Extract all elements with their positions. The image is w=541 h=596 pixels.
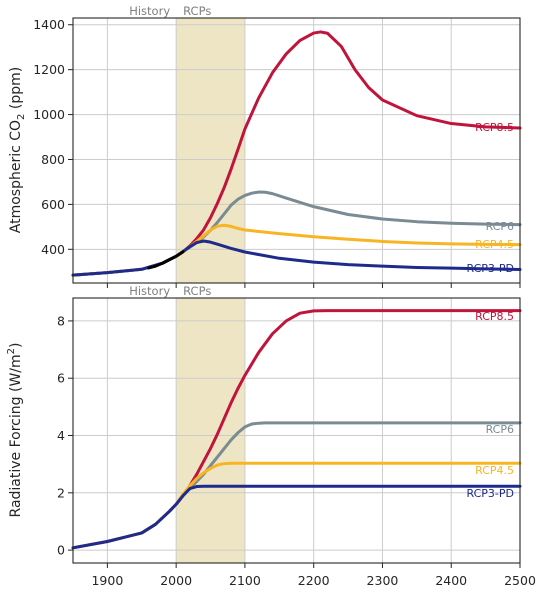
panel1-y-tick-label-2: 2	[57, 485, 65, 500]
panel1-y-tick-label-4: 4	[57, 428, 65, 443]
panel1-y-axis-title: Radiative Forcing (W/m2)	[6, 343, 24, 518]
panel0-series-label-rcp3-pd: RCP3-PD	[467, 262, 514, 275]
panel1-rcp-era-shading	[176, 298, 245, 563]
panel0-y-axis-title: Atmospheric CO2 (ppm)	[8, 67, 27, 233]
panel0-plot-frame	[72, 17, 521, 284]
panel1-x-tick-label-2500: 2500	[504, 573, 536, 588]
panel0-y-tick-label-1400: 1400	[33, 17, 65, 32]
panel1-x-tick-label-2000: 2000	[160, 573, 192, 588]
panel0-y-tick-label-800: 800	[41, 152, 65, 167]
panel1-series-label-rcp3-pd: RCP3-PD	[467, 487, 514, 500]
panel1-y-tick-label-0: 0	[57, 543, 65, 558]
panel1-plot-frame	[72, 297, 521, 564]
panel0-era-label-rcps: RCPs	[183, 4, 211, 18]
panel1-x-tick-label-2100: 2100	[229, 573, 261, 588]
panel1-era-label-rcps: RCPs	[183, 284, 211, 298]
panel1-era-label-history: History	[129, 284, 170, 298]
panel0-series-label-rcp6: RCP6	[486, 220, 514, 233]
panel0-y-tick-label-1000: 1000	[33, 107, 65, 122]
panel0-y-tick-label-600: 600	[41, 197, 65, 212]
panel1-x-tick-label-2400: 2400	[435, 573, 467, 588]
panel1-series-label-rcp6: RCP6	[486, 423, 514, 436]
panel0-series-label-rcp4-5: RCP4.5	[475, 238, 514, 251]
panel0-series-label-rcp8-5: RCP8.5	[475, 121, 514, 134]
panel1-series-line-rcp3-pd	[71, 484, 522, 550]
panel1-series-line-rcp4-5	[71, 461, 522, 550]
panel1-series-label-rcp4-5: RCP4.5	[475, 464, 514, 477]
panel0-series-line-rcp3-pd	[71, 239, 522, 277]
panel0-series-line-rcp8-5	[71, 30, 522, 277]
panel1-x-tick-label-2300: 2300	[367, 573, 399, 588]
panel1-y-tick-label-6: 6	[57, 371, 65, 386]
panel1-y-tick-label-8: 8	[57, 313, 65, 328]
co2-concentration-panel: 400 600 800 1000 1200 1400 History RCPs RCP8.5 RC…	[8, 4, 522, 288]
panel1-series-label-rcp8-5: RCP8.5	[475, 310, 514, 323]
panel0-series-line-history	[147, 250, 185, 270]
panel1-x-tick-label-2200: 2200	[298, 573, 330, 588]
panel0-era-label-history: History	[129, 4, 170, 18]
panel0-y-tick-label-1200: 1200	[33, 62, 65, 77]
panel1-series-line-rcp8-5	[71, 309, 522, 550]
radiative-forcing-panel: 0 2 4 6 8 1900 2000 2100 2200 2300 2400 2500 History…	[6, 284, 536, 588]
panel1-x-tick-label-1900: 1900	[91, 573, 123, 588]
panel0-y-tick-label-400: 400	[41, 242, 65, 257]
panel0-rcp-era-shading	[176, 18, 245, 283]
